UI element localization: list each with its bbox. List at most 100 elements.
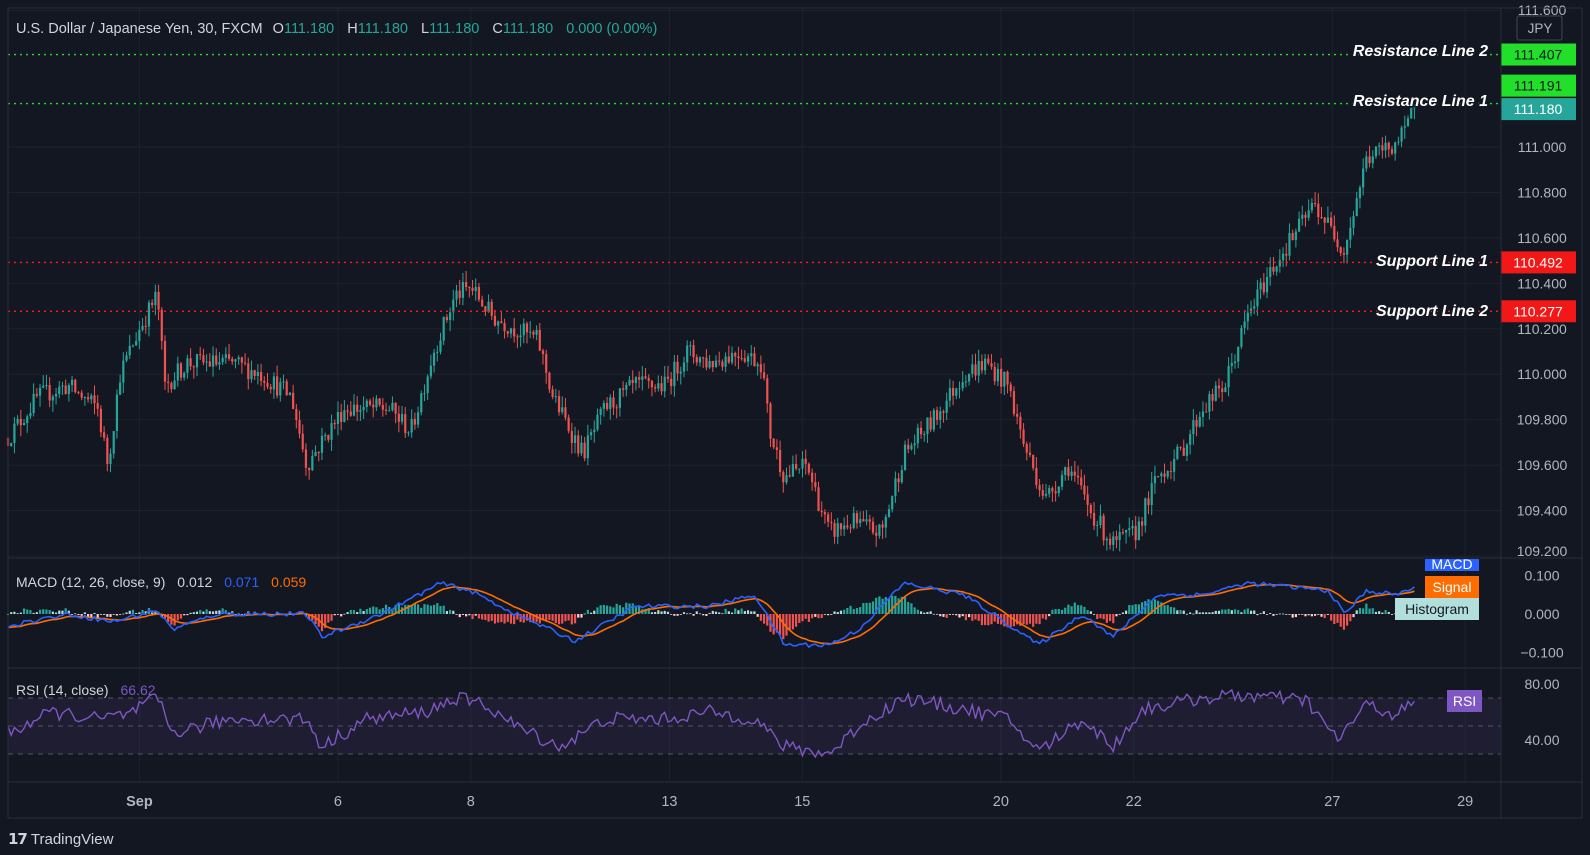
candle-body [314,452,317,456]
histogram-bar [327,614,330,623]
histogram-bar [1217,610,1221,614]
candle-body [945,400,948,413]
candle-body [186,358,189,373]
candle-body [1083,485,1086,495]
histogram-bar [103,614,106,615]
histogram-bar [141,609,144,614]
candle-body [538,330,541,351]
histogram-bar [484,614,487,621]
histogram-bar [189,612,192,614]
histogram-bar [1387,611,1390,614]
candle-body [497,321,500,326]
candle-body [1346,239,1349,255]
currency-badge[interactable] [1516,15,1563,41]
candle-body [971,364,974,374]
histogram-bar [1243,609,1246,614]
histogram-bar [1102,614,1105,620]
candle-body [932,410,935,430]
candle-body [1086,494,1089,505]
candle-body [1317,203,1320,218]
histogram-bar [416,604,420,614]
histogram-bar [1237,609,1240,614]
candle-body [1342,252,1346,255]
candle-body [846,525,849,528]
histogram-bar [1137,604,1140,614]
macd-pane[interactable] [6,580,1416,649]
candle-body [708,360,711,368]
candle-body [727,356,730,363]
candle-body [881,524,884,528]
candle-body [638,377,641,380]
time-axis[interactable]: Sep 6 8 13 15 20 22 27 29 [126,794,1473,810]
candle-body [93,395,96,404]
candle-body [199,354,202,356]
candle-body [1112,536,1115,545]
candle-body [128,345,131,356]
histogram-bar [352,610,356,614]
candle-body [74,379,77,393]
candle-body [218,362,221,365]
rsi-pane[interactable] [7,688,1501,759]
rsi-axis[interactable]: 80.00 40.00 RSI [1447,676,1560,748]
candle-body [788,475,791,477]
candle-body [628,379,631,385]
histogram-bar [910,603,913,614]
histogram-bar [577,614,580,618]
histogram-bar [1233,609,1237,614]
histogram-bar [551,614,554,621]
time-tick-label: 27 [1324,794,1340,810]
candle-body [583,442,586,459]
horizontal-levels: Resistance Line 2 Resistance Line 1 Suppor… [8,42,1501,322]
histogram-bar [42,609,45,614]
candle-body [894,478,897,497]
histogram-bar [557,614,561,625]
histogram-bar [1249,610,1253,614]
tradingview-logo[interactable]: 17 TradingView [8,829,113,849]
histogram-bar [1032,614,1035,627]
histogram-bar [529,614,532,623]
histogram-bar [1073,602,1076,614]
histogram-bar [660,611,663,614]
histogram-bar [349,609,352,614]
candle-body [1304,214,1307,218]
histogram-bar [336,614,340,615]
price-tick-label: 111.600 [1518,2,1567,18]
histogram-bar [884,597,887,614]
candle-body [1096,524,1099,526]
histogram-bar [243,613,247,615]
price-pane[interactable]: Resistance Line 2 Resistance Line 1 Suppor… [6,8,1501,782]
candle-body [695,357,698,363]
currency-label: JPY [1528,21,1553,36]
candle-body [404,414,407,433]
candle-body [647,378,650,381]
candle-body [1326,217,1330,223]
candle-body [336,412,340,425]
candle-body [766,378,769,404]
candle-body [548,372,551,390]
candle-body [618,388,621,408]
candle-body [365,400,368,408]
candle-body [1400,127,1403,142]
histogram-bar [1169,606,1173,614]
histogram-bar [70,614,74,615]
histogram-bar [240,614,243,615]
histogram-bar [67,610,70,614]
candle-body [503,323,506,332]
candle-body [1349,227,1352,240]
candle-body [778,449,782,473]
macd-axis[interactable]: 0.100 0.000 −0.100 [1520,568,1563,661]
histogram-bar [1294,614,1297,618]
histogram-bar [644,608,647,614]
price-axis[interactable]: 111.000 110.800 110.600 110.400 110.200 110.0… [1501,2,1582,559]
histogram-bar [1374,611,1378,614]
histogram-bar [974,614,977,620]
histogram-bar [343,613,346,615]
histogram-bar [61,610,64,614]
histogram-bar [647,608,650,614]
candle-body [1323,217,1326,223]
candle-body [1153,476,1157,484]
candle-body [1166,470,1169,477]
histogram-bar [634,605,638,614]
candle-body [958,388,961,390]
candle-body [1173,458,1176,472]
